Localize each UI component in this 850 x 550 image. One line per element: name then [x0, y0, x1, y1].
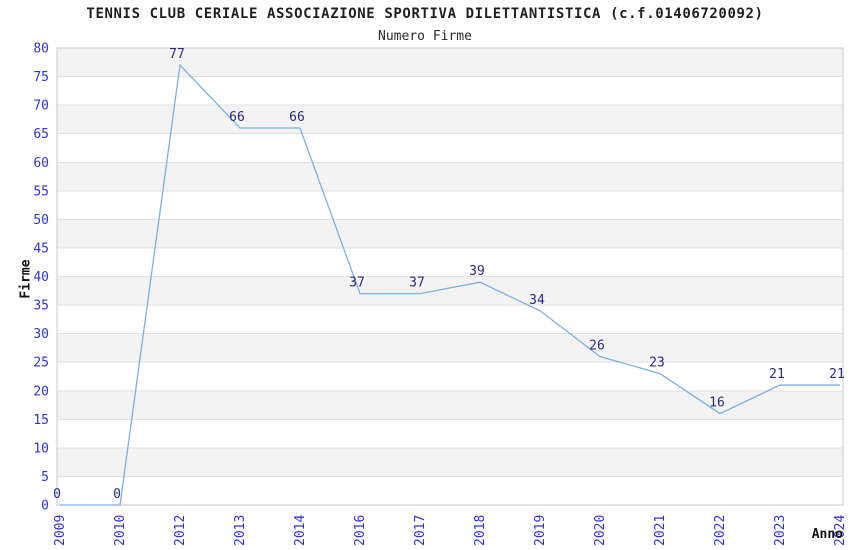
data-label: 77 — [169, 47, 185, 62]
plot-band — [57, 219, 843, 248]
x-tick-label: 2024 — [833, 515, 848, 546]
data-label: 39 — [469, 264, 485, 279]
data-label: 23 — [649, 356, 665, 371]
data-label: 37 — [409, 276, 425, 291]
x-tick-label: 2014 — [293, 515, 308, 546]
data-label: 66 — [289, 110, 305, 125]
y-tick-label: 10 — [33, 441, 49, 456]
plot-band — [57, 162, 843, 191]
plot-band — [57, 447, 843, 477]
plot-border — [56, 47, 844, 506]
y-tick-label: 55 — [33, 184, 49, 199]
x-tick-label: 2018 — [473, 515, 488, 546]
plot-band — [57, 48, 843, 77]
plot-band — [57, 105, 843, 134]
x-tick-label: 2023 — [773, 515, 788, 546]
data-label: 21 — [769, 367, 785, 382]
data-label: 26 — [589, 338, 605, 353]
y-tick-label: 60 — [33, 156, 49, 171]
data-label: 0 — [113, 487, 121, 502]
x-tick-label: 2021 — [653, 515, 668, 546]
data-label: 66 — [229, 110, 245, 125]
x-tick-label: 2010 — [113, 515, 128, 546]
y-tick-label: 45 — [33, 241, 49, 256]
y-axis-title: Firme — [18, 259, 34, 299]
y-tick-label: 65 — [33, 127, 49, 142]
y-tick-label: 20 — [33, 384, 49, 399]
y-tick-label: 75 — [33, 70, 49, 85]
plot-band — [57, 333, 843, 363]
y-tick-label: 15 — [33, 413, 49, 428]
chart-subtitle: Numero Firme — [378, 29, 472, 44]
plot-band — [57, 390, 843, 420]
x-axis-title: Anno — [811, 527, 843, 542]
y-tick-label: 35 — [33, 299, 49, 314]
data-label: 21 — [829, 367, 845, 382]
data-label: 16 — [709, 396, 725, 411]
y-tick-label: 0 — [41, 499, 49, 514]
plot-band — [57, 276, 843, 306]
series-line — [60, 63, 840, 506]
y-tick-label: 50 — [33, 213, 49, 228]
y-tick-label: 70 — [33, 99, 49, 114]
y-tick-label: 80 — [33, 42, 49, 57]
x-tick-label: 2012 — [173, 515, 188, 546]
x-tick-label: 2009 — [53, 515, 68, 546]
x-tick-label: 2019 — [533, 515, 548, 546]
y-tick-label: 30 — [33, 327, 49, 342]
data-label: 37 — [349, 276, 365, 291]
y-tick-label: 40 — [33, 270, 49, 285]
y-tick-label: 25 — [33, 356, 49, 371]
x-tick-label: 2013 — [233, 515, 248, 546]
data-label: 34 — [529, 293, 545, 308]
x-tick-label: 2017 — [413, 515, 428, 546]
chart-title: TENNIS CLUB CERIALE ASSOCIAZIONE SPORTIV… — [86, 6, 764, 22]
x-tick-label: 2022 — [713, 515, 728, 546]
x-tick-label: 2016 — [353, 515, 368, 546]
x-tick-label: 2020 — [593, 515, 608, 546]
y-tick-label: 5 — [41, 470, 49, 485]
data-label: 0 — [53, 487, 61, 502]
